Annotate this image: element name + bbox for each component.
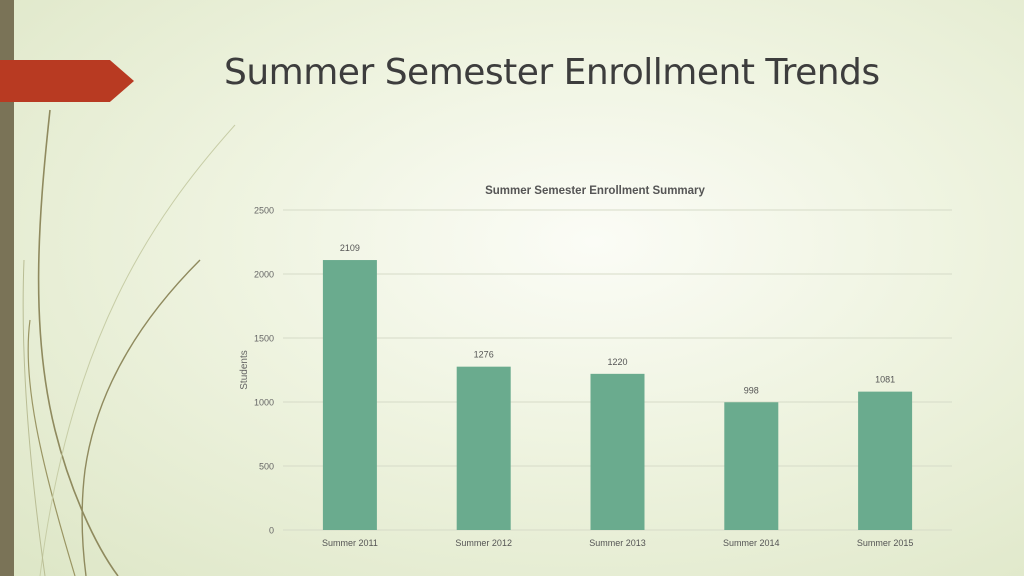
chart-title: Summer Semester Enrollment Summary bbox=[485, 185, 705, 197]
y-tick-label: 1000 bbox=[254, 398, 274, 408]
decorative-curves bbox=[22, 109, 236, 576]
y-tick-label: 0 bbox=[269, 526, 274, 536]
x-tick-label: Summer 2015 bbox=[857, 538, 914, 548]
y-tick-label: 2500 bbox=[254, 206, 274, 216]
data-label: 998 bbox=[744, 385, 759, 395]
x-tick-label: Summer 2013 bbox=[589, 538, 646, 548]
slide-title: Summer Semester Enrollment Trends bbox=[224, 52, 880, 93]
bar bbox=[724, 402, 779, 530]
data-labels: 2109 1276 1220 998 1081 bbox=[340, 243, 895, 395]
x-tick-label: Summer 2014 bbox=[723, 538, 780, 548]
y-axis-label: Students bbox=[239, 350, 250, 389]
x-tick-label: Summer 2011 bbox=[322, 538, 378, 548]
bars bbox=[322, 260, 913, 530]
data-label: 2109 bbox=[340, 243, 360, 253]
bar bbox=[590, 373, 645, 530]
bar bbox=[456, 366, 511, 530]
bar bbox=[858, 391, 913, 530]
y-tick-label: 500 bbox=[259, 462, 274, 472]
x-axis-ticks: Summer 2011 Summer 2012 Summer 2013 Summer … bbox=[322, 538, 913, 548]
x-tick-label: Summer 2012 bbox=[455, 538, 512, 548]
title-accent-arrow bbox=[0, 60, 134, 102]
data-label: 1276 bbox=[474, 350, 494, 360]
y-tick-label: 1500 bbox=[254, 334, 274, 344]
y-tick-label: 2000 bbox=[254, 270, 274, 280]
y-axis-ticks: 0 500 1000 1500 2000 2500 bbox=[254, 206, 274, 536]
data-label: 1220 bbox=[607, 357, 627, 367]
bar bbox=[322, 260, 377, 530]
side-accent-bar bbox=[0, 0, 14, 576]
data-label: 1081 bbox=[875, 375, 895, 385]
